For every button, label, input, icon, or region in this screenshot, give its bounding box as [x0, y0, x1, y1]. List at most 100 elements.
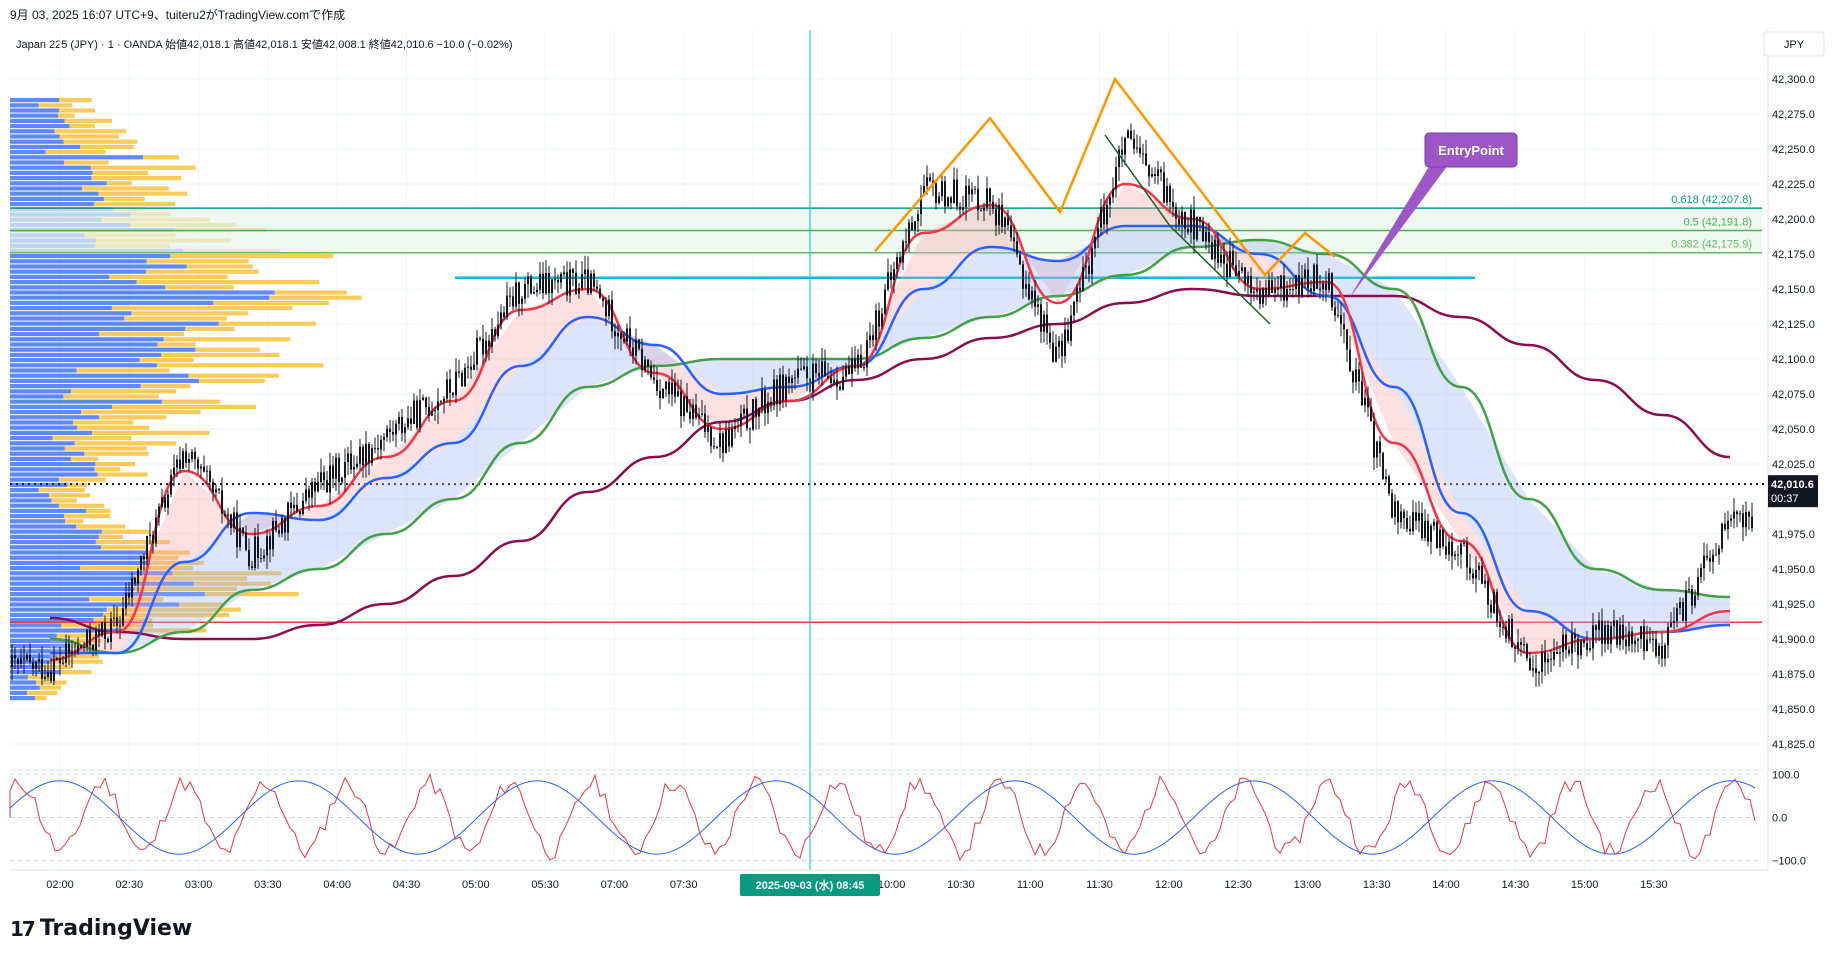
- candle-body: [686, 396, 688, 412]
- candle-body: [1697, 577, 1699, 596]
- candle-body: [1700, 567, 1702, 578]
- candle-body: [1640, 626, 1642, 639]
- candle-body: [1727, 520, 1729, 530]
- candle-body: [1157, 169, 1159, 176]
- candle-body: [1523, 644, 1525, 646]
- vp-bar-up: [10, 285, 166, 290]
- candle-body: [1553, 651, 1555, 660]
- candle-body: [998, 204, 1000, 226]
- candle-body: [482, 338, 484, 355]
- vp-bar-down: [59, 98, 92, 103]
- candle-body: [56, 657, 58, 660]
- candle-body: [1175, 206, 1177, 219]
- candle-body: [1151, 174, 1153, 177]
- time-tick-label: 04:00: [323, 879, 351, 891]
- candle-body: [425, 397, 427, 408]
- candle-body: [1028, 284, 1030, 300]
- candle-body: [449, 379, 451, 393]
- candle-body: [530, 276, 532, 294]
- vp-bar-up: [10, 108, 60, 113]
- vp-bar-up: [10, 571, 173, 576]
- candle-body: [1091, 248, 1093, 275]
- candle-body: [1337, 314, 1339, 316]
- time-tick-label: 02:00: [46, 879, 74, 891]
- vp-bar-up: [10, 592, 205, 597]
- candle-body: [431, 410, 433, 416]
- candle-body: [1400, 511, 1402, 523]
- candle-body: [1202, 221, 1204, 242]
- vp-bar-up: [10, 597, 90, 602]
- candle-body: [1277, 288, 1279, 290]
- vp-bar-up: [10, 576, 135, 581]
- time-tick-label: 03:30: [254, 879, 282, 891]
- candle-body: [176, 459, 178, 468]
- candle-body: [1478, 565, 1480, 570]
- vp-bar-up: [10, 680, 37, 685]
- time-tick-label: 15:00: [1571, 879, 1599, 891]
- candle-body: [1688, 589, 1690, 591]
- candle-body: [446, 379, 448, 399]
- vp-bar-up: [10, 670, 60, 675]
- candle-body: [815, 363, 817, 374]
- vp-bar-down: [156, 363, 324, 368]
- time-tick-label: 13:00: [1294, 879, 1322, 891]
- candle-body: [116, 617, 118, 626]
- candle-body: [575, 272, 577, 294]
- candle-body: [1037, 304, 1039, 307]
- candle-body: [158, 506, 160, 518]
- time-tick-label: 10:00: [878, 879, 906, 891]
- candle-body: [1544, 652, 1546, 663]
- candle-body: [17, 658, 19, 665]
- candle-body: [1016, 241, 1018, 255]
- vp-bar-down: [63, 139, 138, 144]
- candle-body: [488, 340, 490, 347]
- candle-body: [719, 433, 721, 447]
- candle-body: [389, 428, 391, 432]
- price-tick-label: 42,075.0: [1772, 389, 1815, 401]
- candle-body: [428, 407, 430, 416]
- chart-created-line: 9月 03, 2025 16:07 UTC+9、tuiteru2がTrading…: [10, 8, 346, 22]
- candle-body: [149, 534, 151, 536]
- candle-body: [1046, 314, 1048, 333]
- vp-bar-down: [59, 108, 96, 113]
- vp-bar-down: [61, 623, 153, 628]
- candle-body: [977, 188, 979, 211]
- candle-body: [1244, 267, 1246, 284]
- candle-body: [1382, 453, 1384, 480]
- candle-body: [1070, 315, 1072, 341]
- candle-body: [518, 282, 520, 304]
- vp-bar-up: [10, 165, 91, 170]
- vp-bar-down: [64, 118, 113, 123]
- vp-bar-down: [70, 456, 99, 461]
- candle-body: [467, 366, 469, 368]
- candle-body: [800, 368, 802, 370]
- candle-body: [134, 578, 136, 584]
- candle-body: [1541, 652, 1543, 672]
- candle-body: [1229, 250, 1231, 277]
- vp-bar-up: [10, 113, 59, 118]
- symbol-ohlc-legend[interactable]: Japan 225 (JPY) · 1 · OANDA 始値42,018.1 高…: [16, 39, 513, 51]
- candle-body: [1712, 554, 1714, 562]
- candle-body: [1556, 651, 1558, 654]
- candle-body: [305, 489, 307, 501]
- vp-bar-down: [106, 181, 132, 186]
- candle-body: [512, 296, 514, 307]
- vp-bar-up: [10, 404, 113, 409]
- vp-bar-up: [10, 488, 39, 493]
- ema-cloud-fill: [50, 226, 1730, 653]
- vp-bar-up: [10, 144, 81, 149]
- candle-body: [737, 425, 739, 427]
- vp-bar-down: [161, 352, 280, 357]
- candle-body: [365, 443, 367, 466]
- candle-body: [1052, 342, 1054, 362]
- candle-body: [110, 618, 112, 642]
- candle-body: [1223, 254, 1225, 264]
- osc-tick-label: 100.0: [1772, 769, 1800, 781]
- candle-body: [302, 500, 304, 515]
- candle-body: [308, 489, 310, 498]
- candle-body: [968, 185, 970, 195]
- candle-body: [1379, 441, 1381, 454]
- vp-bar-down: [81, 410, 201, 415]
- pattern-drawings: [809, 30, 1336, 870]
